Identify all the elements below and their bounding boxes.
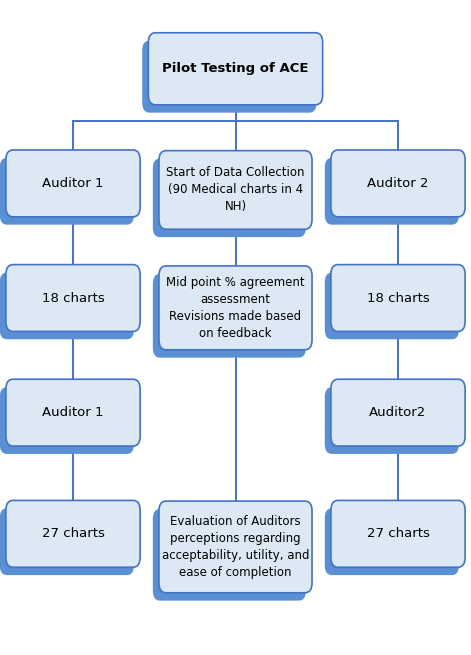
Text: 18 charts: 18 charts bbox=[41, 291, 105, 305]
Text: Auditor 2: Auditor 2 bbox=[367, 177, 429, 190]
Text: 18 charts: 18 charts bbox=[366, 291, 430, 305]
FancyBboxPatch shape bbox=[153, 159, 306, 237]
FancyBboxPatch shape bbox=[0, 158, 134, 225]
FancyBboxPatch shape bbox=[153, 509, 306, 601]
FancyBboxPatch shape bbox=[153, 274, 306, 358]
FancyBboxPatch shape bbox=[325, 387, 459, 454]
Text: Auditor 1: Auditor 1 bbox=[42, 177, 104, 190]
Text: Pilot Testing of ACE: Pilot Testing of ACE bbox=[162, 62, 309, 75]
FancyBboxPatch shape bbox=[325, 508, 459, 575]
Text: 27 charts: 27 charts bbox=[41, 527, 105, 540]
FancyBboxPatch shape bbox=[159, 266, 312, 350]
FancyBboxPatch shape bbox=[0, 508, 134, 575]
Text: 27 charts: 27 charts bbox=[366, 527, 430, 540]
Text: Evaluation of Auditors
perceptions regarding
acceptability, utility, and
ease of: Evaluation of Auditors perceptions regar… bbox=[162, 515, 309, 579]
FancyBboxPatch shape bbox=[6, 500, 140, 567]
Text: Start of Data Collection
(90 Medical charts in 4
NH): Start of Data Collection (90 Medical cha… bbox=[166, 166, 305, 214]
FancyBboxPatch shape bbox=[6, 265, 140, 331]
FancyBboxPatch shape bbox=[142, 41, 317, 113]
FancyBboxPatch shape bbox=[0, 387, 134, 454]
FancyBboxPatch shape bbox=[325, 272, 459, 339]
FancyBboxPatch shape bbox=[148, 33, 323, 105]
FancyBboxPatch shape bbox=[0, 272, 134, 339]
FancyBboxPatch shape bbox=[331, 379, 465, 446]
FancyBboxPatch shape bbox=[325, 158, 459, 225]
FancyBboxPatch shape bbox=[159, 151, 312, 229]
FancyBboxPatch shape bbox=[6, 150, 140, 217]
FancyBboxPatch shape bbox=[159, 501, 312, 593]
FancyBboxPatch shape bbox=[331, 150, 465, 217]
Text: Mid point % agreement
assessment
Revisions made based
on feedback: Mid point % agreement assessment Revisio… bbox=[166, 276, 305, 340]
FancyBboxPatch shape bbox=[6, 379, 140, 446]
FancyBboxPatch shape bbox=[331, 265, 465, 331]
Text: Auditor 1: Auditor 1 bbox=[42, 406, 104, 419]
FancyBboxPatch shape bbox=[331, 500, 465, 567]
Text: Auditor2: Auditor2 bbox=[369, 406, 427, 419]
